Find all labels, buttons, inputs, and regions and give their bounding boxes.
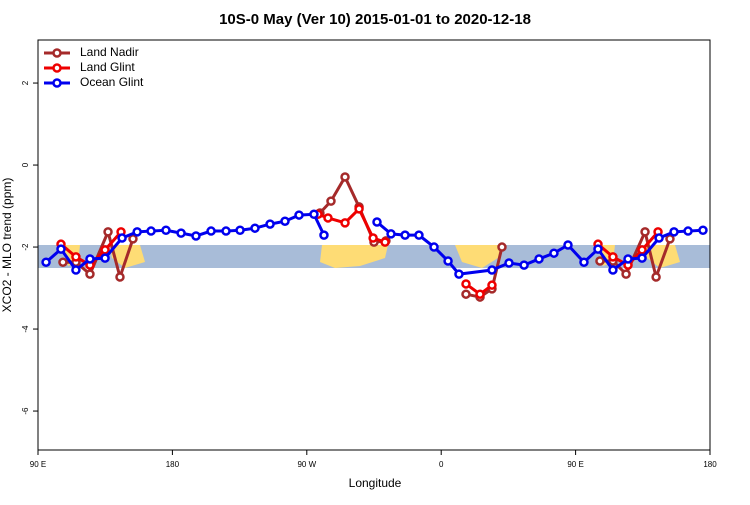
data-point [161,225,171,235]
data-point [221,226,231,236]
data-point [386,229,396,239]
y-axis-label: XCO2 - MLO trend (ppm) [0,178,14,313]
x-tick-label: 0 [439,460,444,469]
x-tick-label: 180 [703,460,717,469]
data-point [461,279,471,289]
data-point [340,172,350,182]
legend-marker [52,48,62,58]
data-point [443,256,453,266]
legend-label: Ocean Glint [80,75,144,89]
legend-label: Land Nadir [80,45,139,59]
data-point [85,269,95,279]
data-point [191,231,201,241]
data-point [454,269,464,279]
data-point [519,260,529,270]
data-point [372,217,382,227]
data-point [595,256,605,266]
legend-marker [52,63,62,73]
data-point [698,225,708,235]
data-point [206,226,216,236]
legend-marker [52,78,62,88]
chart-title: 10S-0 May (Ver 10) 2015-01-01 to 2020-12… [219,11,531,28]
data-point [637,245,647,255]
data-point [669,227,679,237]
data-point [58,257,68,267]
data-point [41,257,51,267]
data-point [549,248,559,258]
series-line [62,173,672,299]
data-point [294,210,304,220]
data-point [280,216,290,226]
data-point [354,204,364,214]
data-point [504,258,514,268]
x-axis-label: Longitude [349,476,402,490]
y-tick-label: 2 [21,80,30,85]
x-tick-label: 90 E [30,460,46,469]
land-patch [320,245,388,268]
data-point [71,252,81,262]
data-point [56,244,66,254]
y-tick-label: 0 [21,162,30,167]
data-point [100,245,110,255]
data-point [103,227,113,237]
data-point [534,254,544,264]
data-point [368,233,378,243]
data-point [176,228,186,238]
data-point [380,237,390,247]
data-point [85,254,95,264]
data-point [637,253,647,263]
data-point [235,225,245,235]
x-tick-label: 180 [166,460,180,469]
legend-label: Land Glint [80,60,135,74]
data-point [400,230,410,240]
data-point [683,226,693,236]
data-point [623,254,633,264]
data-point [651,272,661,282]
data-point [319,230,329,240]
data-point [579,257,589,267]
data-point [115,272,125,282]
data-point [323,213,333,223]
data-point [326,196,336,206]
data-point [563,240,573,250]
plot-frame [37,39,711,451]
data-point [71,265,81,275]
x-tick-label: 90 E [567,460,583,469]
data-point [608,252,618,262]
data-point [654,233,664,243]
data-point [461,289,471,299]
data-point [429,242,439,252]
data-point [117,233,127,243]
data-point [608,265,618,275]
data-point [128,234,138,244]
data-point [640,227,650,237]
data-point [475,289,485,299]
data-point [309,209,319,219]
data-point [414,230,424,240]
y-tick-label: -6 [21,407,30,415]
data-point [265,219,275,229]
data-point [487,280,497,290]
x-tick-label: 90 W [297,460,316,469]
land-patch [455,245,505,268]
data-point [146,226,156,236]
data-point [132,227,142,237]
data-point [250,223,260,233]
data-point [340,218,350,228]
data-point [621,269,631,279]
data-point [487,265,497,275]
data-point [593,244,603,254]
y-tick-label: -4 [21,325,30,333]
data-point [100,253,110,263]
data-point [497,242,507,252]
y-tick-label: -2 [21,243,30,251]
data-point [665,234,675,244]
